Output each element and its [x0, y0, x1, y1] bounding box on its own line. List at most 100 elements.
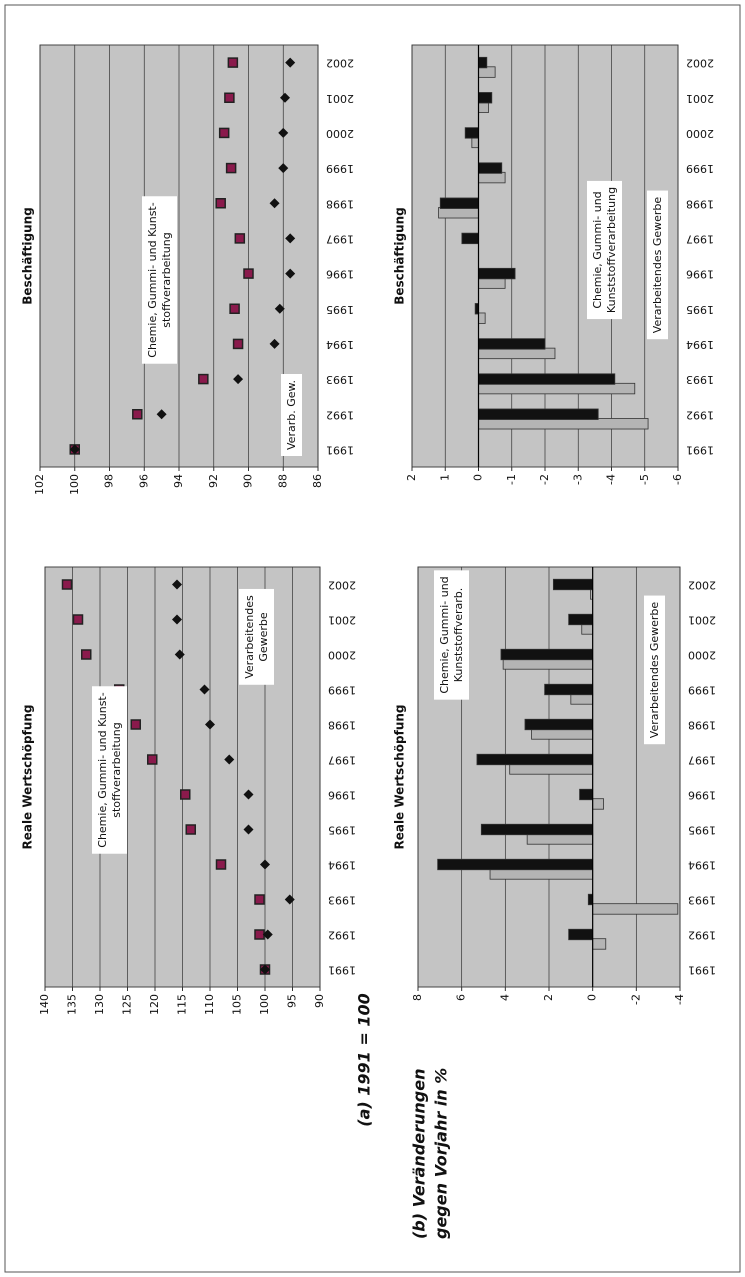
- marker: [156, 409, 167, 420]
- marker: [147, 754, 158, 765]
- y-tick-label: 96: [137, 474, 150, 488]
- x-tick-label: 1992: [686, 408, 714, 421]
- bar: [476, 753, 594, 766]
- bar: [526, 833, 594, 845]
- annotation-text: Kunststoffverarb.: [452, 588, 465, 683]
- marker: [205, 719, 215, 730]
- bar: [592, 903, 679, 915]
- annotation: Chemie, Gummi- und Kunst-stoffverarbeitu…: [142, 196, 177, 364]
- x-tick-label: 1996: [686, 268, 714, 281]
- chart-title: Reale Wertschöpfung: [21, 704, 35, 849]
- x-tick-label: 2001: [688, 614, 716, 627]
- marker: [215, 859, 227, 870]
- x-tick-label: 1999: [326, 162, 354, 175]
- y-tick-label: 140: [38, 994, 51, 1015]
- y-tick-label: -4: [605, 474, 618, 485]
- bar: [592, 798, 604, 810]
- marker: [254, 894, 265, 905]
- x-tick-label: 1997: [328, 754, 356, 767]
- marker: [254, 929, 265, 940]
- marker: [218, 127, 230, 139]
- marker: [72, 614, 84, 625]
- y-tick-label: 135: [66, 994, 79, 1015]
- marker: [278, 127, 289, 138]
- bar: [568, 928, 594, 941]
- marker: [172, 614, 182, 625]
- marker: [198, 373, 209, 385]
- marker: [172, 579, 182, 590]
- bar: [531, 728, 594, 740]
- bar: [471, 136, 479, 149]
- bar: [581, 623, 594, 635]
- y-tick-label: 8: [411, 994, 424, 1001]
- marker: [227, 57, 239, 68]
- y-tick-label: 1: [438, 474, 451, 481]
- bar: [579, 788, 594, 801]
- y-tick-label: 98: [103, 474, 116, 488]
- x-tick-label: 2002: [326, 57, 354, 70]
- y-tick-label: 105: [231, 994, 244, 1015]
- y-tick-label: 88: [276, 474, 289, 488]
- bar: [478, 171, 506, 184]
- y-tick-label: 2: [405, 474, 418, 481]
- annotation-box: [647, 190, 668, 340]
- y-tick-label: 110: [203, 994, 216, 1015]
- x-tick-label: 1998: [686, 197, 714, 210]
- annotation-text: Chemie, Gummi- und: [591, 191, 604, 308]
- bar: [478, 56, 488, 69]
- y-tick-label: -4: [673, 994, 686, 1005]
- marker: [180, 789, 191, 800]
- annotation-text: Chemie, Gummi- und Kunst-: [146, 202, 159, 357]
- chart: Reale Wertschöpfung -4 -2 0 2 4 6 8 1991 1992 1993…: [393, 566, 716, 1005]
- x-tick-label: 1996: [328, 789, 356, 802]
- annotation-text: Kunststoffverarbeitung: [605, 187, 618, 313]
- y-tick-label: 100: [68, 474, 81, 495]
- x-tick-label: 1995: [686, 303, 714, 316]
- x-tick-label: 1994: [688, 859, 716, 872]
- x-tick-label: 1994: [328, 859, 356, 872]
- x-tick-label: 1994: [686, 338, 714, 351]
- annotation-box: [281, 374, 302, 456]
- annotation: Verarbeitendes Gewerbe: [239, 588, 274, 685]
- chart: Reale Wertschöpfung 90 95 100 105 110 115 120 12…: [21, 566, 356, 1015]
- annotation-box: [92, 686, 127, 854]
- bar: [478, 418, 649, 430]
- y-tick-label: -5: [638, 474, 651, 485]
- annotation: Chemie, Gummi- und Kunst-stoffverarbeitu…: [92, 686, 127, 854]
- x-tick-label: 1993: [326, 373, 354, 386]
- annotation-box: [644, 595, 665, 745]
- bar: [478, 277, 506, 289]
- x-tick-label: 1991: [686, 443, 714, 456]
- bar: [570, 693, 594, 705]
- y-tick-label: -6: [671, 474, 684, 485]
- x-tick-label: 1992: [326, 408, 354, 421]
- x-tick-label: 1998: [328, 719, 356, 732]
- marker: [269, 338, 280, 349]
- annotation-text: Chemie, Gummi- und Kunst-: [96, 692, 109, 847]
- chart: Beschäftigung 86 88 90 92 94 96 98 100 102 1991 199…: [21, 44, 354, 495]
- bar: [438, 207, 479, 219]
- marker: [224, 92, 235, 103]
- bar: [478, 373, 616, 385]
- marker: [285, 57, 296, 68]
- annotation: Verarb. Gew.: [281, 374, 302, 456]
- marker: [229, 303, 240, 314]
- y-tick-label: 0: [472, 474, 485, 481]
- bar: [437, 858, 594, 871]
- panel-label: gegen Vorjahr in %: [432, 1068, 451, 1239]
- annotation: Verarbeitendes Gewerbe: [647, 190, 668, 340]
- bar: [478, 66, 496, 78]
- bar: [592, 938, 607, 950]
- annotation-text: Verarbeitendes Gewerbe: [651, 197, 664, 334]
- marker: [243, 268, 254, 279]
- bar: [478, 338, 546, 350]
- x-tick-label: 1991: [688, 964, 716, 977]
- x-tick-label: 2000: [688, 649, 716, 662]
- bar: [500, 648, 594, 661]
- x-tick-label: 1997: [326, 232, 354, 245]
- x-tick-label: 2001: [328, 614, 356, 627]
- bar: [502, 658, 594, 670]
- y-tick-label: 94: [172, 474, 185, 488]
- x-tick-label: 1994: [326, 338, 354, 351]
- annotation-text: Verarb. Gew.: [285, 380, 298, 450]
